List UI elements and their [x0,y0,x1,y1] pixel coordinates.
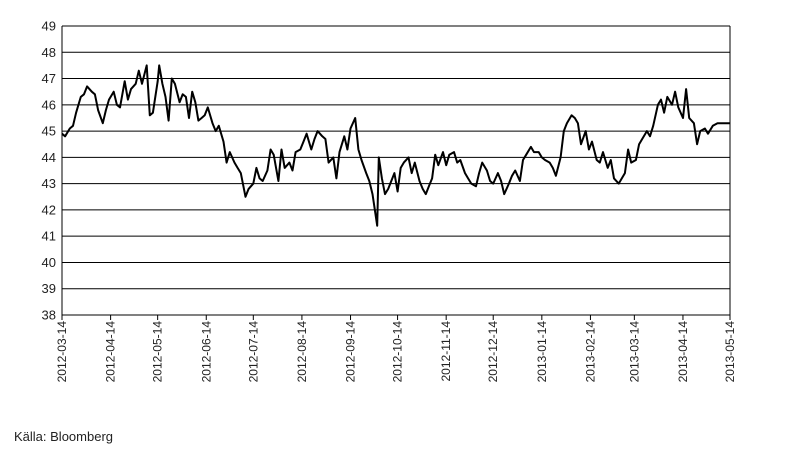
y-tick-label: 38 [42,308,56,323]
x-tick-label: 2012-08-14 [295,321,309,383]
y-tick-label: 40 [42,255,56,270]
x-tick-label: 2012-07-14 [246,321,260,383]
x-tick-label: 2013-03-14 [627,321,641,383]
y-tick-label: 44 [42,150,56,165]
x-tick-label: 2013-05-14 [723,321,737,383]
y-tick-label: 39 [42,281,56,296]
x-tick-label: 2012-12-14 [486,321,500,383]
y-tick-label: 41 [42,229,56,244]
x-tick-label: 2012-10-14 [391,321,405,383]
x-tick-label: 2013-04-14 [676,321,690,383]
y-tick-label: 45 [42,124,56,139]
series-line [61,64,730,227]
y-axis-tick-labels: 49 48 47 46 45 44 43 42 41 40 39 38 [42,19,56,323]
source-note: Källa: Bloomberg [14,429,113,444]
y-tick-label: 43 [42,176,56,191]
x-tick-label: 2012-04-14 [104,321,118,383]
x-tick-label: 2012-05-14 [151,321,165,383]
y-tick-label: 48 [42,45,56,60]
x-tick-label: 2013-02-14 [583,321,597,383]
x-tick-label: 2012-11-14 [439,321,453,382]
x-tick-label: 2013-01-14 [535,321,549,383]
x-tick-label: 2012-03-14 [55,321,69,383]
y-tick-label: 42 [42,202,56,217]
y-tick-label: 47 [42,71,56,86]
x-axis-tick-labels: 2012-03-14 2012-04-14 2012-05-14 2012-06-14… [55,315,737,382]
y-tick-label: 49 [42,19,56,34]
x-tick-label: 2012-09-14 [344,321,358,383]
y-tick-label: 46 [42,97,56,112]
gridlines [61,25,731,316]
x-tick-label: 2012-06-14 [199,321,213,383]
plot-area [62,26,730,315]
